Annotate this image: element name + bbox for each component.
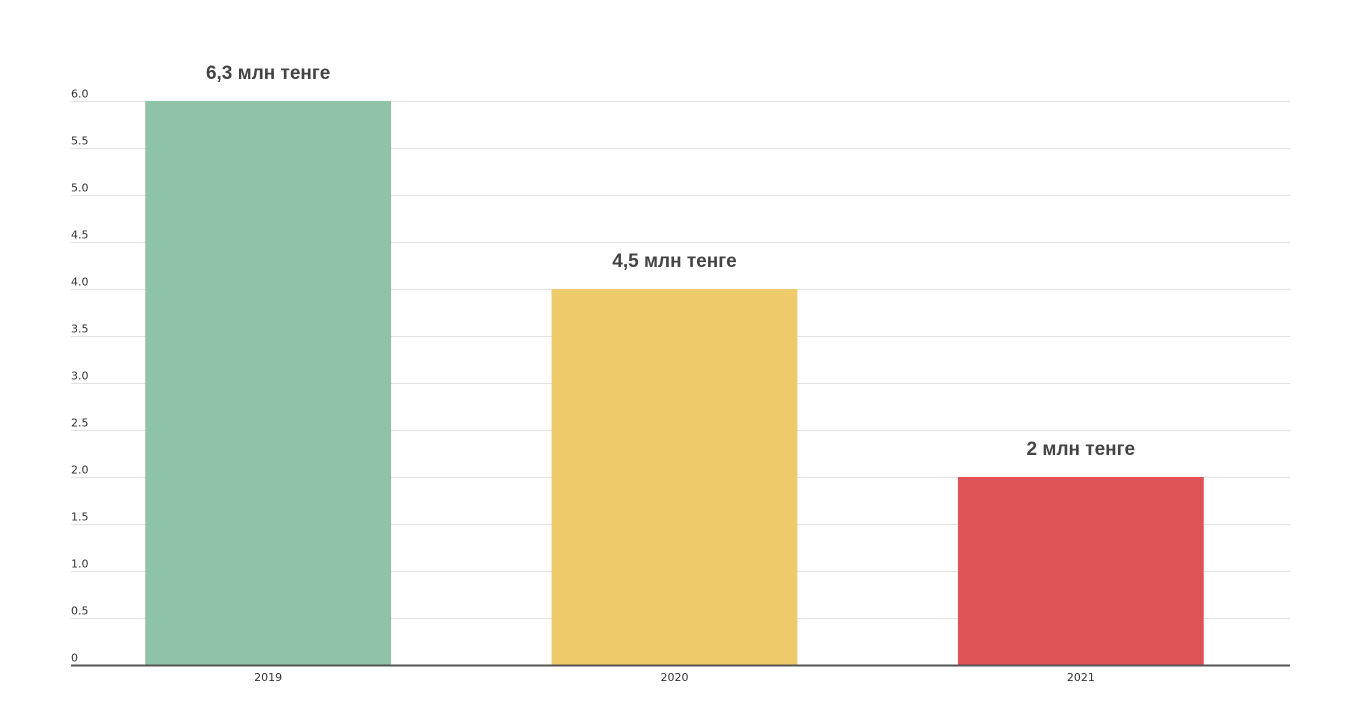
bar-data-label: 6,3 млн тенге xyxy=(206,63,330,84)
x-tick-label: 2021 xyxy=(1067,671,1095,684)
x-axis-tick-labels: 2019 2020 2021 xyxy=(254,671,1095,684)
bar-data-label: 2 млн тенге xyxy=(1027,439,1136,460)
y-tick-label: 3.0 xyxy=(71,370,89,383)
y-tick-label: 4.5 xyxy=(71,229,89,242)
y-tick-label: 2.5 xyxy=(71,417,89,430)
x-tick-label: 2020 xyxy=(661,671,689,684)
y-tick-label: 5.0 xyxy=(71,182,89,195)
data-labels: 6,3 млн тенге 4,5 млн тенге 2 млн тенге xyxy=(206,63,1135,460)
y-tick-label: 0 xyxy=(71,652,78,665)
y-tick-label: 0.5 xyxy=(71,605,89,618)
y-tick-label: 4.0 xyxy=(71,276,89,289)
y-tick-label: 2.0 xyxy=(71,464,89,477)
bars xyxy=(145,101,1204,665)
x-tick-label: 2019 xyxy=(254,671,282,684)
bar xyxy=(957,477,1204,665)
bar-data-label: 4,5 млн тенге xyxy=(612,251,736,272)
y-tick-label: 1.5 xyxy=(71,511,89,524)
y-tick-label: 6.0 xyxy=(71,88,89,101)
y-tick-label: 1.0 xyxy=(71,558,89,571)
bar xyxy=(551,289,798,665)
y-tick-label: 3.5 xyxy=(71,323,89,336)
bar xyxy=(145,101,392,665)
y-axis-tick-labels: 0 0.5 1.0 1.5 2.0 2.5 3.0 3.5 4.0 4.5 5.0 5.5 6.0 xyxy=(71,88,89,665)
y-tick-label: 5.5 xyxy=(71,135,89,148)
